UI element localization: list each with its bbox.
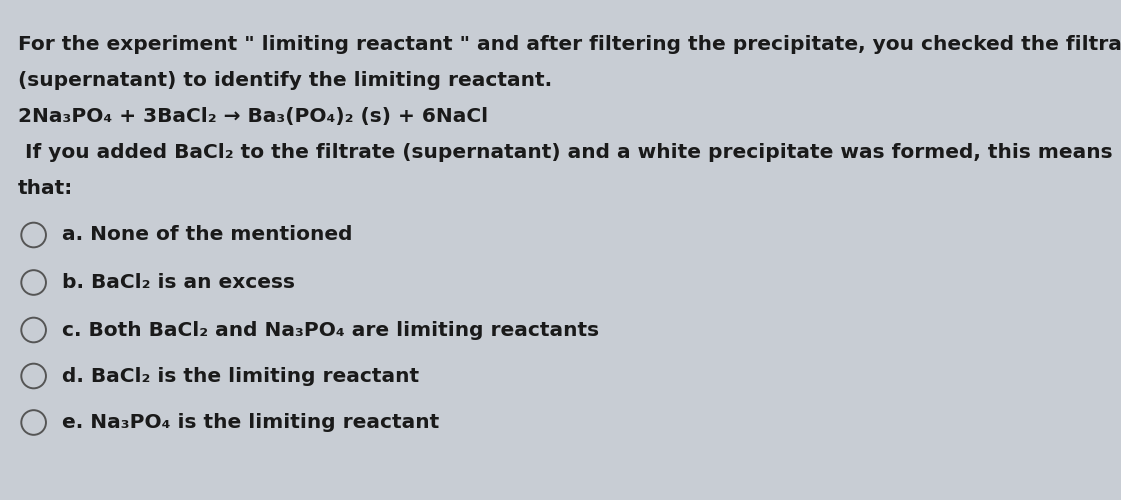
Text: For the experiment " limiting reactant " and after filtering the precipitate, yo: For the experiment " limiting reactant "… [18, 35, 1121, 54]
Text: e. Na₃PO₄ is the limiting reactant: e. Na₃PO₄ is the limiting reactant [62, 413, 439, 432]
Text: If you added BaCl₂ to the filtrate (supernatant) and a white precipitate was for: If you added BaCl₂ to the filtrate (supe… [18, 143, 1112, 162]
Text: (supernatant) to identify the limiting reactant.: (supernatant) to identify the limiting r… [18, 71, 552, 90]
Text: d. BaCl₂ is the limiting reactant: d. BaCl₂ is the limiting reactant [62, 366, 419, 386]
Text: a. None of the mentioned: a. None of the mentioned [62, 226, 352, 244]
Text: 2Na₃PO₄ + 3BaCl₂ → Ba₃(PO₄)₂ (s) + 6NaCl: 2Na₃PO₄ + 3BaCl₂ → Ba₃(PO₄)₂ (s) + 6NaCl [18, 107, 488, 126]
Text: that:: that: [18, 179, 73, 198]
Text: b. BaCl₂ is an excess: b. BaCl₂ is an excess [62, 273, 295, 292]
Text: c. Both BaCl₂ and Na₃PO₄ are limiting reactants: c. Both BaCl₂ and Na₃PO₄ are limiting re… [62, 320, 599, 340]
